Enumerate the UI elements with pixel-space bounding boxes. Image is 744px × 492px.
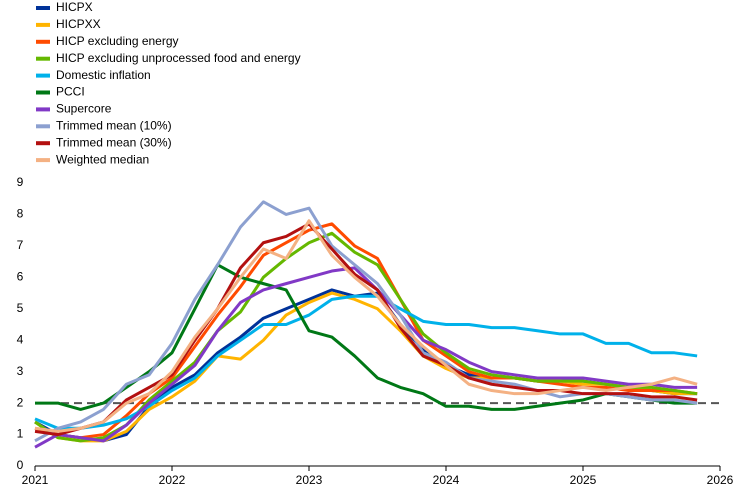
y-tick-label: 1	[17, 427, 24, 441]
x-tick-label: 2022	[159, 473, 186, 487]
y-tick-label: 9	[17, 175, 24, 189]
x-tick-label: 2026	[707, 473, 734, 487]
y-tick-label: 3	[17, 364, 24, 378]
y-tick-label: 2	[17, 395, 24, 409]
y-tick-label: 4	[17, 332, 24, 346]
series-line	[34, 291, 698, 443]
legend-label: Domestic inflation	[56, 68, 151, 82]
legend-label: HICP excluding energy	[56, 34, 179, 48]
legend-swatch	[36, 6, 50, 10]
series-line	[34, 200, 698, 443]
legend-swatch	[36, 56, 50, 61]
legend-label: Trimmed mean (10%)	[56, 118, 172, 132]
legend-swatch	[36, 141, 50, 146]
legend-label: Supercore	[56, 102, 112, 116]
series-line	[35, 263, 698, 411]
legend-label: HICPXX	[56, 17, 101, 31]
y-tick-label: 5	[17, 301, 24, 315]
x-tick-label: 2024	[433, 473, 460, 487]
x-tick-label: 2023	[296, 473, 323, 487]
legend-swatch	[36, 73, 50, 78]
series-line	[34, 231, 698, 443]
x-tick-label: 2025	[570, 473, 597, 487]
legend-label: Weighted median	[56, 152, 149, 166]
legend-swatch	[36, 107, 50, 112]
legend-label: Trimmed mean (30%)	[56, 135, 172, 149]
y-tick-label: 7	[17, 238, 24, 252]
legend-label: HICPX	[56, 0, 93, 14]
series-line	[34, 222, 698, 440]
legend-swatch	[36, 124, 50, 129]
legend-swatch	[36, 39, 50, 44]
legend-swatch	[36, 90, 50, 95]
legend-label: HICP excluding unprocessed food and ener…	[56, 51, 301, 65]
legend-swatch	[36, 22, 50, 27]
series-line	[34, 219, 698, 433]
series-line	[34, 222, 698, 437]
y-tick-label: 0	[17, 458, 24, 472]
x-tick-label: 2021	[22, 473, 49, 487]
legend-label: PCCI	[56, 85, 85, 99]
legend-swatch	[36, 158, 50, 163]
y-tick-label: 8	[17, 207, 24, 221]
series-line	[34, 266, 698, 449]
y-tick-label: 6	[17, 270, 24, 284]
